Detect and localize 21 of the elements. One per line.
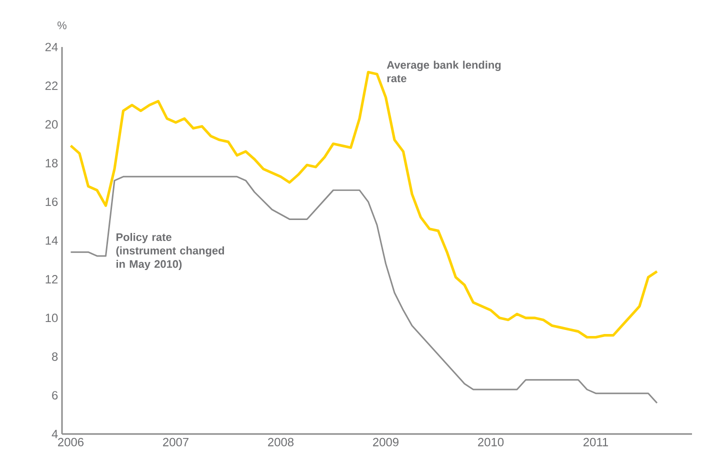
x-tick-label: 2006 (58, 438, 84, 446)
x-tick-label: 2009 (373, 438, 398, 446)
y-tick-label: 18 (46, 158, 58, 168)
y-tick-label: 8 (52, 352, 58, 361)
y-tick-label: 24 (45, 42, 58, 52)
x-tick-label: 2011 (583, 438, 608, 446)
y-axis-title: % (58, 22, 66, 30)
line-series (70, 176, 658, 404)
y-tick-label: 20 (45, 120, 58, 129)
series-label: Policy rate (instrument changed in May 2010) (116, 232, 224, 270)
x-tick-label: 2008 (268, 438, 294, 446)
y-tick-label: 22 (45, 82, 58, 90)
x-tick-label: 2007 (163, 438, 188, 446)
y-tick-label: 10 (46, 314, 58, 322)
x-tick-label: 2010 (478, 438, 504, 446)
y-tick-label: 4 (52, 430, 58, 438)
series-label: Average bank lending rate (386, 60, 501, 82)
y-tick-label: 16 (46, 198, 58, 206)
y-tick-label: 12 (46, 275, 58, 284)
y-tick-label: 6 (52, 391, 58, 400)
y-tick-label: 14 (46, 236, 58, 245)
